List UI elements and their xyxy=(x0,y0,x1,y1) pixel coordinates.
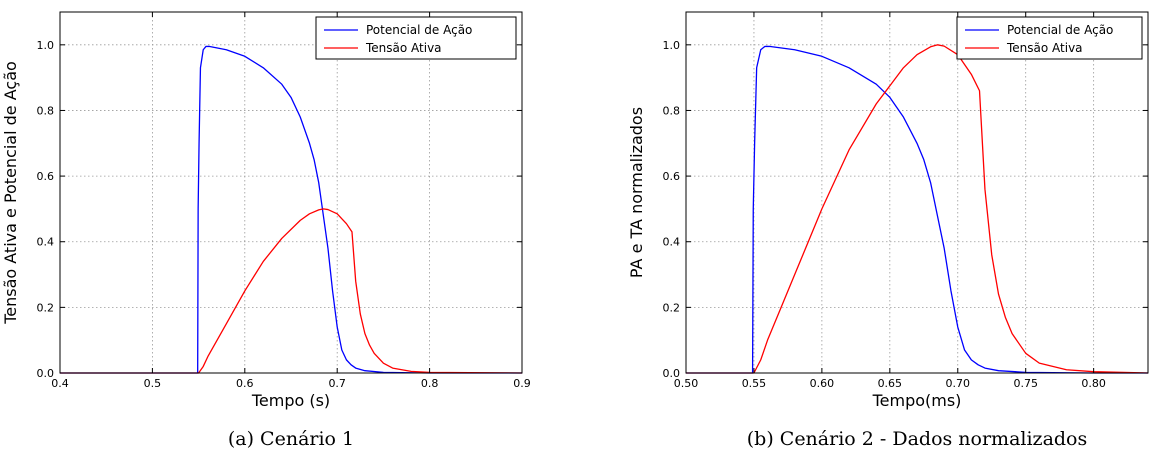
legend-label-potencial: Potencial de Ação xyxy=(1007,23,1113,37)
legend-label-tensao: Tensão Ativa xyxy=(1006,41,1083,55)
y-tick-label: 0.8 xyxy=(663,104,681,117)
y-tick-label: 1.0 xyxy=(663,39,681,52)
legend-box xyxy=(315,16,517,60)
legend-label-tensao: Tensão Ativa xyxy=(365,41,442,55)
x-tick-label: 0.55 xyxy=(742,377,767,390)
y-axis-label: PA e TA normalizados xyxy=(627,107,646,278)
x-tick-label: 0.6 xyxy=(236,377,254,390)
grid-lines xyxy=(59,12,523,374)
series-line-potencial xyxy=(60,45,522,374)
x-tick-label: 0.7 xyxy=(328,377,346,390)
x-tick-label: 0.50 xyxy=(674,377,699,390)
plot-frame xyxy=(685,11,1149,374)
x-tick-label: 0.4 xyxy=(51,377,69,390)
axis-ticks: 0.4 0.5 0.6 0.7 0.8 0.9 0.0 0.2 0.4 0.6 0.8 1.0 xyxy=(37,12,531,390)
x-tick-label: 0.80 xyxy=(1081,377,1106,390)
series-line-tensao xyxy=(686,44,1149,374)
legend-box xyxy=(956,16,1143,60)
legend: Potencial de Ação Tensão Ativa xyxy=(315,16,517,60)
legend: Potencial de Ação Tensão Ativa xyxy=(956,16,1143,60)
y-tick-label: 0.4 xyxy=(37,236,55,249)
y-tick-label: 0.2 xyxy=(663,301,681,314)
series-line-tensao xyxy=(60,208,523,374)
y-tick-label: 0.2 xyxy=(37,301,55,314)
legend-label-potencial: Potencial de Ação xyxy=(366,23,472,37)
y-tick-label: 0.0 xyxy=(663,367,681,380)
y-tick-label: 0.4 xyxy=(663,236,681,249)
caption: (a) Cenário 1 xyxy=(228,428,354,450)
x-tick-label: 0.5 xyxy=(144,377,162,390)
axis-ticks: 0.50 0.55 0.60 0.65 0.70 0.75 0.80 0.0 0.2 0.4 0.6… xyxy=(663,12,1148,390)
x-axis-label: Tempo (s) xyxy=(251,391,330,410)
y-tick-label: 1.0 xyxy=(37,39,55,52)
x-tick-label: 0.60 xyxy=(810,377,835,390)
series-lines xyxy=(60,45,523,374)
x-tick-label: 0.70 xyxy=(946,377,971,390)
y-tick-label: 0.6 xyxy=(37,170,55,183)
x-axis-label: Tempo(ms) xyxy=(872,391,962,410)
y-tick-label: 0.6 xyxy=(663,170,681,183)
grid-lines xyxy=(685,12,1148,374)
series-line-potencial xyxy=(686,45,1148,374)
y-axis-label: Tensão Ativa e Potencial de Ação xyxy=(1,61,20,325)
x-tick-label: 0.75 xyxy=(1013,377,1038,390)
plot-frame xyxy=(59,11,523,374)
x-tick-label: 0.65 xyxy=(878,377,903,390)
y-tick-label: 0.8 xyxy=(37,104,55,117)
x-tick-label: 0.9 xyxy=(513,377,531,390)
y-tick-label: 0.0 xyxy=(37,367,55,380)
chart-cenario-2: 0.50 0.55 0.60 0.65 0.70 0.75 0.80 0.0 0.2 0.4 0.6… xyxy=(627,11,1149,450)
chart-cenario-1: 0.4 0.5 0.6 0.7 0.8 0.9 0.0 0.2 0.4 0.6 0.8 1.0 Tem… xyxy=(1,11,531,450)
x-tick-label: 0.8 xyxy=(421,377,439,390)
series-lines xyxy=(686,44,1149,374)
caption: (b) Cenário 2 - Dados normalizados xyxy=(747,428,1088,450)
